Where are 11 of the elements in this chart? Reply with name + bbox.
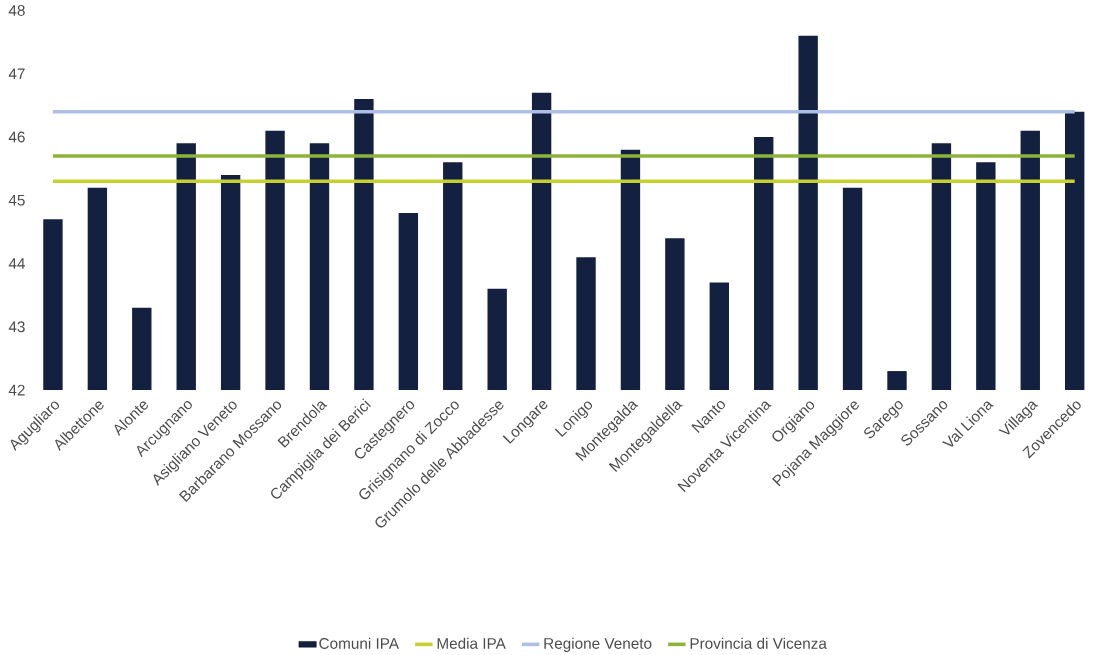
y-tick-label: 43 (8, 321, 25, 333)
legend-label: Comuni IPA (319, 637, 400, 649)
y-tick-label: 44 (8, 258, 25, 269)
y-tick-label: 42 (8, 384, 25, 396)
y-tick-label: 47 (8, 68, 25, 79)
legend-label: Provincia di Vicenza (690, 637, 827, 649)
legend-label: Media IPA (437, 637, 506, 649)
y-tick-label: 48 (8, 5, 25, 16)
legend-label: Regione Veneto (544, 637, 652, 652)
y-tick-label: 46 (8, 131, 25, 143)
y-tick-label: 45 (8, 194, 25, 206)
